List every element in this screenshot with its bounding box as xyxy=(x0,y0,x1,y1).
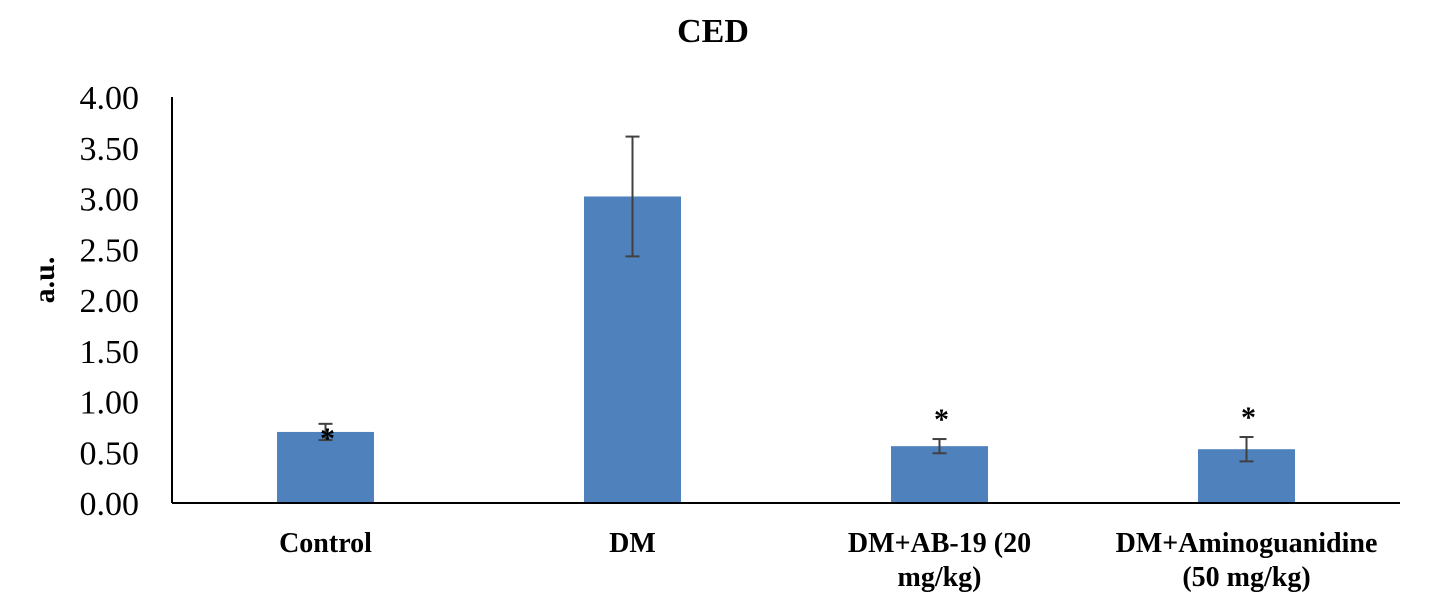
y-tick-label: 1.50 xyxy=(80,334,140,371)
bars xyxy=(277,196,1295,503)
y-tick-label: 2.00 xyxy=(80,283,140,320)
significance-star: * xyxy=(934,403,949,436)
x-tick-label-line: (50 mg/kg) xyxy=(1182,562,1310,593)
y-tick-label: 4.00 xyxy=(80,80,140,117)
chart-title: CED xyxy=(677,13,749,50)
y-tick-label: 0.00 xyxy=(80,486,140,523)
x-tick-label-line: mg/kg) xyxy=(898,562,982,593)
y-tick-label: 2.50 xyxy=(80,232,140,269)
error-bars xyxy=(318,135,1254,463)
significance-star: * xyxy=(1241,401,1256,434)
bar xyxy=(891,446,988,503)
y-tick-label: 3.50 xyxy=(80,131,140,168)
y-tick-label: 1.00 xyxy=(80,385,140,422)
x-tick-label: DM+AB-19 (20 mg/kg) xyxy=(848,528,1031,593)
x-tick-label-line: Control xyxy=(279,528,372,559)
y-tick-label: 3.00 xyxy=(80,182,140,219)
significance-markers: * * * xyxy=(320,401,1256,455)
x-tick-label: Control xyxy=(279,528,372,559)
x-tick-label-line: DM+Aminoguanidine xyxy=(1116,528,1378,559)
bar xyxy=(277,431,374,503)
y-axis-ticks: 0.00 0.50 1.00 1.50 2.00 2.50 3.00 3.50 4.00 xyxy=(80,80,140,523)
y-axis-label: a.u. xyxy=(28,257,61,304)
significance-star: * xyxy=(320,422,335,455)
x-tick-label-line: DM+AB-19 (20 xyxy=(848,528,1031,559)
x-tick-label-line: DM xyxy=(609,528,656,559)
x-tick-label: DM+Aminoguanidine (50 mg/kg) xyxy=(1116,528,1378,593)
x-tick-label: DM xyxy=(609,528,656,559)
y-tick-label: 0.50 xyxy=(80,435,140,472)
x-axis-tick-labels: Control DM DM+AB-19 (20 mg/kg) DM+Aminoguani… xyxy=(279,528,1377,593)
